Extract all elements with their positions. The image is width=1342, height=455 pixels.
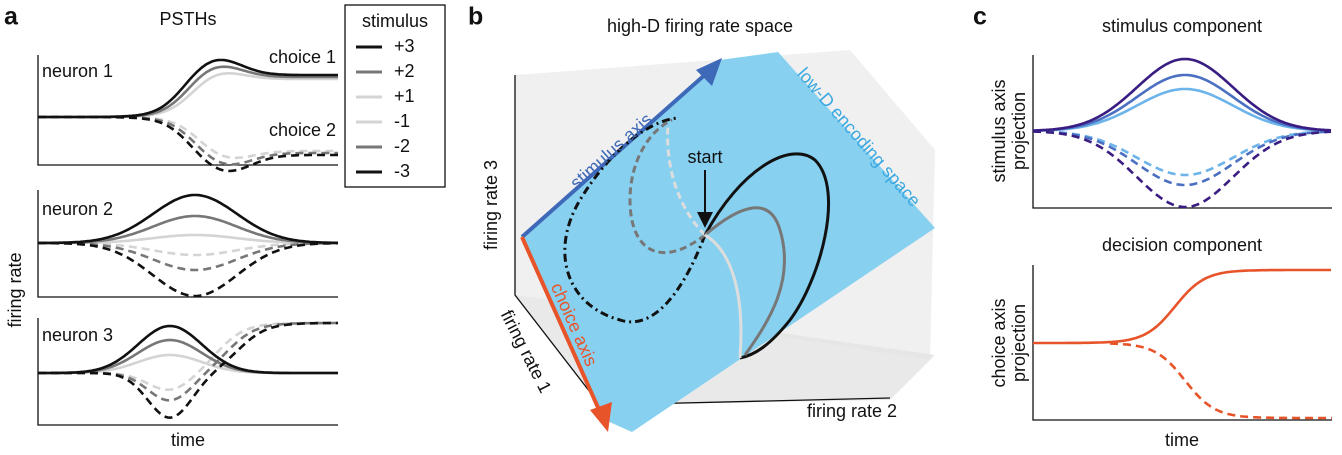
choice-label: choice 1 <box>269 47 336 67</box>
curve <box>38 58 338 119</box>
x-label: time <box>171 430 205 450</box>
curve <box>1109 342 1332 420</box>
y-label: projection <box>1009 92 1029 170</box>
trajectory <box>703 152 830 360</box>
axes <box>1032 55 1332 421</box>
x-label: time <box>1165 430 1199 450</box>
arrowhead <box>590 402 612 432</box>
axis-label: firing rate 2 <box>807 401 897 421</box>
legend-label: -1 <box>394 111 410 131</box>
panel-title: decision component <box>1102 235 1262 255</box>
legend-title: stimulus <box>362 11 428 31</box>
trajectory <box>704 206 786 356</box>
curve <box>1032 130 1332 209</box>
trajectory <box>628 118 706 255</box>
curve <box>1033 268 1331 345</box>
curve <box>38 353 338 375</box>
trajectory <box>704 233 743 359</box>
curve <box>1033 57 1332 132</box>
stimulus-axis <box>520 70 710 239</box>
legend-label: +2 <box>394 61 415 81</box>
neuron-label: neuron 2 <box>42 199 113 219</box>
panel-title: stimulus component <box>1102 16 1262 36</box>
neuron-label: neuron 3 <box>42 325 113 345</box>
curve <box>1033 130 1332 187</box>
choice-label: choice 2 <box>269 120 336 140</box>
legend-label: +3 <box>394 36 415 56</box>
panel-label: a <box>4 3 19 31</box>
trajectory <box>563 116 707 324</box>
panel-label: c <box>973 3 987 31</box>
panel-label: b <box>468 3 483 31</box>
choice-axis <box>520 236 602 413</box>
legend-label: -2 <box>394 136 410 156</box>
arrowhead <box>696 58 722 86</box>
curve <box>37 193 339 245</box>
panel-b: b high-D firing rate space stimulus axis… <box>468 3 935 432</box>
panel-title: high-D firing rate space <box>607 16 793 36</box>
panel-a: a PSTHs neuron 1 neuron 2 neuron 3 choic… <box>4 3 339 450</box>
curve <box>37 241 338 298</box>
legend: stimulus +3 +2 +1 -1 -2 -3 <box>344 4 446 188</box>
curve <box>38 115 338 160</box>
panel-c: c stimulus component stimulus axis proje… <box>973 3 1332 450</box>
legend-label: -3 <box>394 161 410 181</box>
curve <box>38 321 339 420</box>
curve <box>38 324 338 375</box>
curve <box>38 115 338 173</box>
curve <box>38 321 338 402</box>
panel-title: PSTHs <box>159 9 216 29</box>
axis-label: firing rate 3 <box>481 160 501 250</box>
curve <box>1033 87 1332 132</box>
curve <box>38 241 338 257</box>
curve <box>38 115 338 166</box>
neuron-label: neuron 1 <box>42 61 113 81</box>
axes <box>514 75 891 406</box>
y-label: firing rate <box>5 252 25 327</box>
legend-label: +1 <box>394 86 415 106</box>
start-label: start <box>687 147 722 167</box>
y-label: choice axis <box>989 298 1009 387</box>
y-label: stimulus axis <box>989 79 1009 182</box>
curve <box>1033 73 1332 132</box>
y-label: projection <box>1009 304 1029 382</box>
curve <box>38 241 338 272</box>
